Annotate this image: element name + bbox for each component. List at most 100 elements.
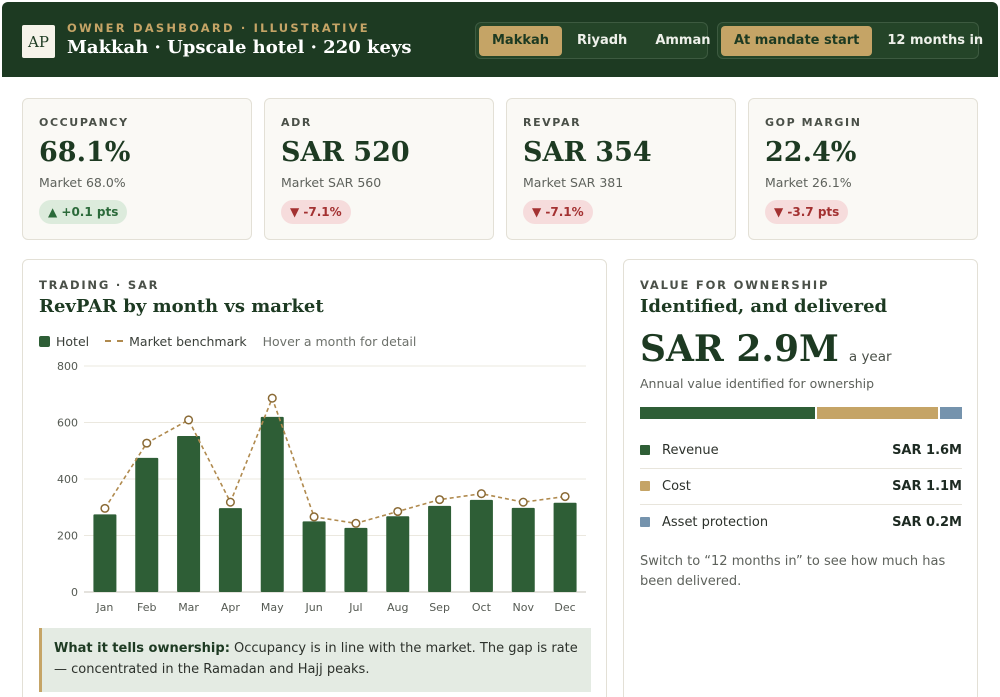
x-tick-label: Mar <box>178 601 199 614</box>
kpi-value: 68.1% <box>39 137 131 168</box>
period-button-12-months[interactable]: 12 months in <box>887 33 984 48</box>
kpi-value: SAR 354 <box>523 137 652 168</box>
note-text: Occupancy is in line with the market. Th… <box>54 641 578 677</box>
value-row-amount: SAR 1.1M <box>892 478 962 494</box>
value-row-amount: SAR 0.2M <box>892 514 962 530</box>
y-tick-label: 600 <box>57 417 78 430</box>
hotel-bar <box>260 416 284 592</box>
market-point <box>309 512 319 522</box>
period-button-mandate-start[interactable]: At mandate start <box>721 25 873 56</box>
x-tick-label: Aug <box>387 601 408 614</box>
trading-panel: TRADING · SAR RevPAR by month vs market … <box>22 259 607 697</box>
market-dash-icon <box>105 340 124 342</box>
y-tick-label: 800 <box>57 360 78 373</box>
y-tick-label: 0 <box>71 586 78 599</box>
value-segment-revenue <box>640 407 815 419</box>
value-row-label: Cost <box>662 478 691 494</box>
value-segment-cost <box>816 407 938 419</box>
value-row-asset-protection: Asset protection SAR 0.2M <box>640 504 962 540</box>
revpar-chart: 0 200 400 600 800 Jan Feb Mar Apr May Jun Jul Aug Sep… <box>57 360 586 614</box>
hotel-bar <box>428 505 452 592</box>
city-button-makkah[interactable]: Makkah <box>479 25 563 56</box>
hotel-bar <box>135 457 159 592</box>
market-line <box>104 395 566 525</box>
value-segment-asset-protection <box>939 407 963 419</box>
chart-title: RevPAR by month vs market <box>39 296 324 317</box>
kpi-delta-badge: ▼ -7.1% <box>281 200 351 224</box>
hotel-bar <box>177 436 201 592</box>
value-stacked-bar <box>640 407 963 419</box>
legend-hotel: Hotel <box>56 333 90 349</box>
market-point <box>225 497 235 507</box>
value-row-revenue: Revenue SAR 1.6M <box>640 432 962 468</box>
value-row-label: Asset protection <box>662 514 769 530</box>
panel-eyebrow: VALUE FOR OWNERSHIP <box>640 278 830 292</box>
kpi-delta-badge: ▼ -7.1% <box>523 200 593 224</box>
kpi-label: REVPAR <box>523 116 582 129</box>
hotel-swatch-icon <box>39 335 50 347</box>
kpi-label: OCCUPANCY <box>39 116 129 129</box>
value-amount-block: SAR 2.9M a year <box>640 328 892 370</box>
market-point <box>100 503 110 513</box>
hotel-bar <box>93 514 117 592</box>
kpi-label: GOP MARGIN <box>765 116 862 129</box>
kpi-value: SAR 520 <box>281 137 410 168</box>
x-tick-label: May <box>261 601 284 614</box>
period-selector: At mandate start 12 months in <box>717 22 983 59</box>
hotel-bar <box>344 527 368 592</box>
x-tick-label: Oct <box>472 601 492 614</box>
brand-logo: AP <box>22 25 55 58</box>
hotel-bar <box>469 499 493 592</box>
market-point <box>351 518 361 528</box>
hotel-bar <box>302 521 326 592</box>
x-tick-label: Nov <box>513 601 535 614</box>
hotel-bar <box>511 507 535 592</box>
kpi-value: 22.4% <box>765 137 857 168</box>
x-tick-label: Jan <box>95 601 113 614</box>
cost-swatch-icon <box>640 481 650 491</box>
market-point <box>560 491 570 502</box>
legend-market: Market benchmark <box>129 333 247 349</box>
value-row-cost: Cost SAR 1.1M <box>640 468 962 504</box>
y-tick-label: 400 <box>57 473 78 486</box>
header-eyebrow: OWNER DASHBOARD · ILLUSTRATIVE <box>67 21 370 35</box>
kpi-delta-badge: ▼ -3.7 pts <box>765 200 849 224</box>
kpi-delta-badge: ▲ +0.1 pts <box>39 200 128 224</box>
note-heading: What it tells ownership: <box>54 641 230 656</box>
market-point <box>142 438 152 448</box>
value-caption: Annual value identified for ownership <box>640 376 875 391</box>
market-point <box>435 495 445 505</box>
value-unit: a year <box>848 349 892 365</box>
hotel-bar <box>386 516 410 592</box>
x-tick-label: Jul <box>348 601 362 614</box>
value-row-label: Revenue <box>662 442 719 458</box>
market-point <box>267 393 277 403</box>
value-amount: SAR 2.9M <box>640 328 839 370</box>
kpi-card-adr: ADR SAR 520 Market SAR 560 ▼ -7.1% <box>264 98 494 240</box>
market-point <box>393 506 403 517</box>
revenue-swatch-icon <box>640 445 650 455</box>
market-point <box>184 415 194 425</box>
kpi-market-value: Market 26.1% <box>765 175 852 190</box>
city-button-amman[interactable]: Amman <box>655 33 711 48</box>
market-point <box>476 489 486 499</box>
divider <box>640 468 962 469</box>
x-tick-label: Jun <box>304 601 322 614</box>
value-row-amount: SAR 1.6M <box>892 442 962 458</box>
property-title: Makkah · Upscale hotel · 220 keys <box>67 37 412 58</box>
city-selector: Makkah Riyadh Amman <box>475 22 711 59</box>
kpi-market-value: Market 68.0% <box>39 175 126 190</box>
x-tick-label: Sep <box>429 601 450 614</box>
hotel-bar <box>553 502 577 592</box>
kpi-market-value: Market SAR 381 <box>523 175 624 190</box>
hotel-bar <box>218 508 242 592</box>
value-title: Identified, and delivered <box>640 296 888 317</box>
x-tick-label: Apr <box>221 601 241 614</box>
asset-swatch-icon <box>640 517 650 527</box>
value-panel: VALUE FOR OWNERSHIP Identified, and deli… <box>623 259 978 697</box>
x-tick-label: Feb <box>137 601 156 614</box>
hover-hint: Hover a month for detail <box>262 333 417 349</box>
city-button-riyadh[interactable]: Riyadh <box>577 33 628 48</box>
panel-eyebrow: TRADING · SAR <box>39 278 160 292</box>
switch-note: Switch to “12 months in” to see how much… <box>640 554 946 589</box>
